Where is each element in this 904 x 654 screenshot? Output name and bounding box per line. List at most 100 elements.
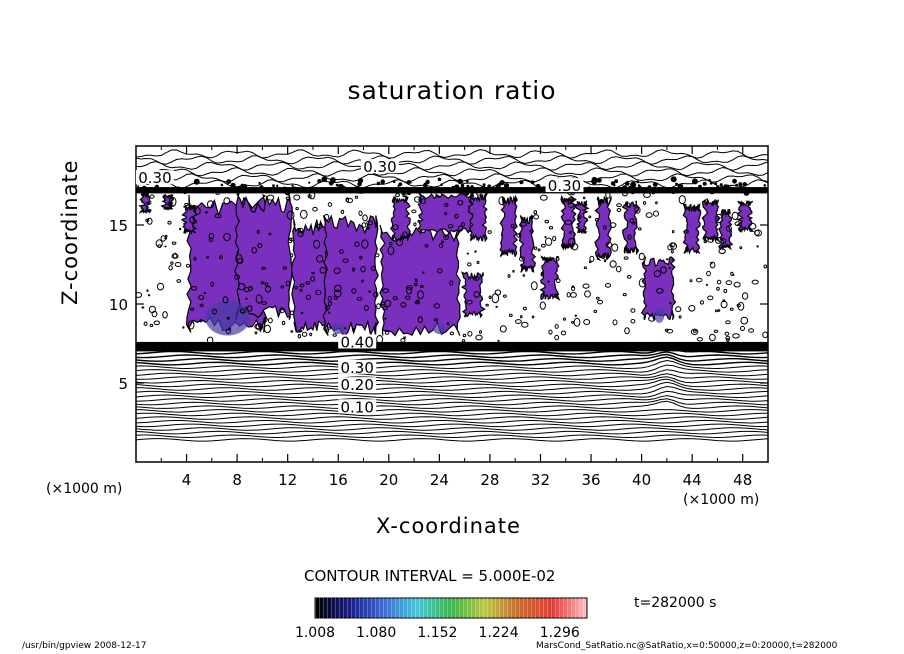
- contour-speck: [611, 243, 619, 252]
- contour-speck: [540, 189, 544, 194]
- contour-speck: [630, 319, 636, 324]
- dense-contour-band: [136, 341, 768, 352]
- contour-line: [136, 378, 768, 388]
- contour-speck: [487, 184, 492, 189]
- contour-speck: [185, 263, 191, 268]
- contour-speck: [298, 329, 303, 333]
- supersaturated-blob: [180, 204, 198, 235]
- contour-speck: [171, 253, 179, 259]
- contour-speck: [266, 194, 275, 201]
- contour-speck: [406, 285, 413, 290]
- contour-speck: [555, 257, 560, 261]
- contour-speck: [292, 186, 296, 190]
- contour-line: [136, 427, 768, 431]
- contour-speck: [141, 185, 147, 191]
- contour-speck: [630, 181, 637, 188]
- contour-speck: [245, 297, 248, 300]
- contour-speck: [401, 186, 405, 190]
- contour-speck: [732, 178, 737, 184]
- supersaturated-regions: [138, 191, 755, 337]
- contour-speck: [437, 177, 442, 182]
- contour-speck: [754, 229, 763, 237]
- contour-label: 0.30: [363, 158, 396, 176]
- contour-speck: [495, 184, 501, 190]
- contour-speck: [699, 300, 705, 305]
- contour-label-bg: [338, 399, 377, 414]
- contour-speck: [193, 256, 197, 261]
- contour-speck: [740, 325, 745, 331]
- contour-speck: [254, 323, 262, 330]
- contour-speck: [334, 284, 342, 292]
- contour-speck: [716, 279, 722, 285]
- contour-speck: [616, 265, 622, 273]
- contour-speck: [602, 225, 607, 230]
- contour-speck: [184, 203, 189, 206]
- contour-speck: [193, 178, 200, 185]
- supersaturated-blob: [234, 192, 293, 321]
- contour-speck: [449, 331, 455, 336]
- contour-speck: [709, 182, 713, 185]
- contour-speck: [285, 280, 291, 287]
- contour-speck: [594, 218, 600, 222]
- contour-speck: [515, 319, 522, 324]
- contour-speck: [519, 256, 526, 262]
- contour-speck: [333, 267, 341, 274]
- contour-speck: [257, 243, 263, 249]
- contour-speck: [725, 320, 731, 325]
- contour-line: [136, 409, 768, 413]
- contour-line: [136, 155, 768, 165]
- contour-speck: [593, 309, 598, 313]
- contour-speck: [669, 242, 676, 248]
- contour-speck: [327, 202, 333, 207]
- contour-speck: [366, 226, 370, 230]
- contour-line: [136, 369, 768, 377]
- contour-speck: [157, 244, 162, 249]
- contour-speck: [354, 195, 359, 199]
- contour-speck: [563, 317, 566, 321]
- contour-speck: [622, 293, 627, 297]
- contour-speck: [225, 329, 231, 334]
- contour-speck: [521, 321, 529, 328]
- contour-speck: [149, 194, 155, 199]
- contour-speck: [539, 194, 548, 201]
- contour-speck: [488, 295, 492, 300]
- contour-speck: [362, 214, 368, 222]
- x-tick-label: 20: [379, 471, 398, 489]
- contour-speck: [226, 179, 232, 185]
- contour-speck: [164, 234, 168, 238]
- contour-speck: [171, 241, 177, 245]
- contour-speck: [435, 191, 443, 198]
- contour-speck: [206, 336, 214, 344]
- contour-speck: [380, 301, 386, 306]
- contour-speck: [635, 210, 638, 213]
- contour-speck: [260, 187, 266, 193]
- contour-speck: [285, 190, 290, 196]
- contour-speck: [473, 275, 480, 281]
- contour-speck: [143, 321, 148, 326]
- contour-speck: [688, 305, 696, 312]
- contour-line: [136, 160, 768, 171]
- contour-speck: [149, 323, 154, 328]
- contour-speck: [476, 260, 480, 264]
- contour-speck: [282, 186, 288, 192]
- contour-speck: [170, 261, 174, 265]
- contour-speck: [698, 184, 702, 189]
- x-tick-label: 40: [632, 471, 651, 489]
- contour-speck: [725, 225, 732, 232]
- contour-speck: [313, 239, 321, 249]
- y-tick-label: 15: [109, 217, 128, 235]
- time-label: t=282000 s: [634, 595, 717, 611]
- contour-speck: [403, 336, 407, 339]
- contour-speck: [708, 188, 713, 193]
- contour-speck: [583, 319, 591, 325]
- contour-speck: [263, 316, 268, 322]
- contour-speck: [522, 306, 528, 311]
- contour-speck: [327, 301, 333, 307]
- contour-speck: [631, 191, 635, 195]
- contour-speck: [327, 326, 331, 330]
- contour-speck: [500, 234, 504, 237]
- contour-speck: [540, 243, 546, 248]
- contour-speck: [286, 210, 295, 220]
- contour-speck: [624, 327, 630, 335]
- colorbar: 1.008 1.080 1.152 1.224 1.296: [295, 597, 588, 641]
